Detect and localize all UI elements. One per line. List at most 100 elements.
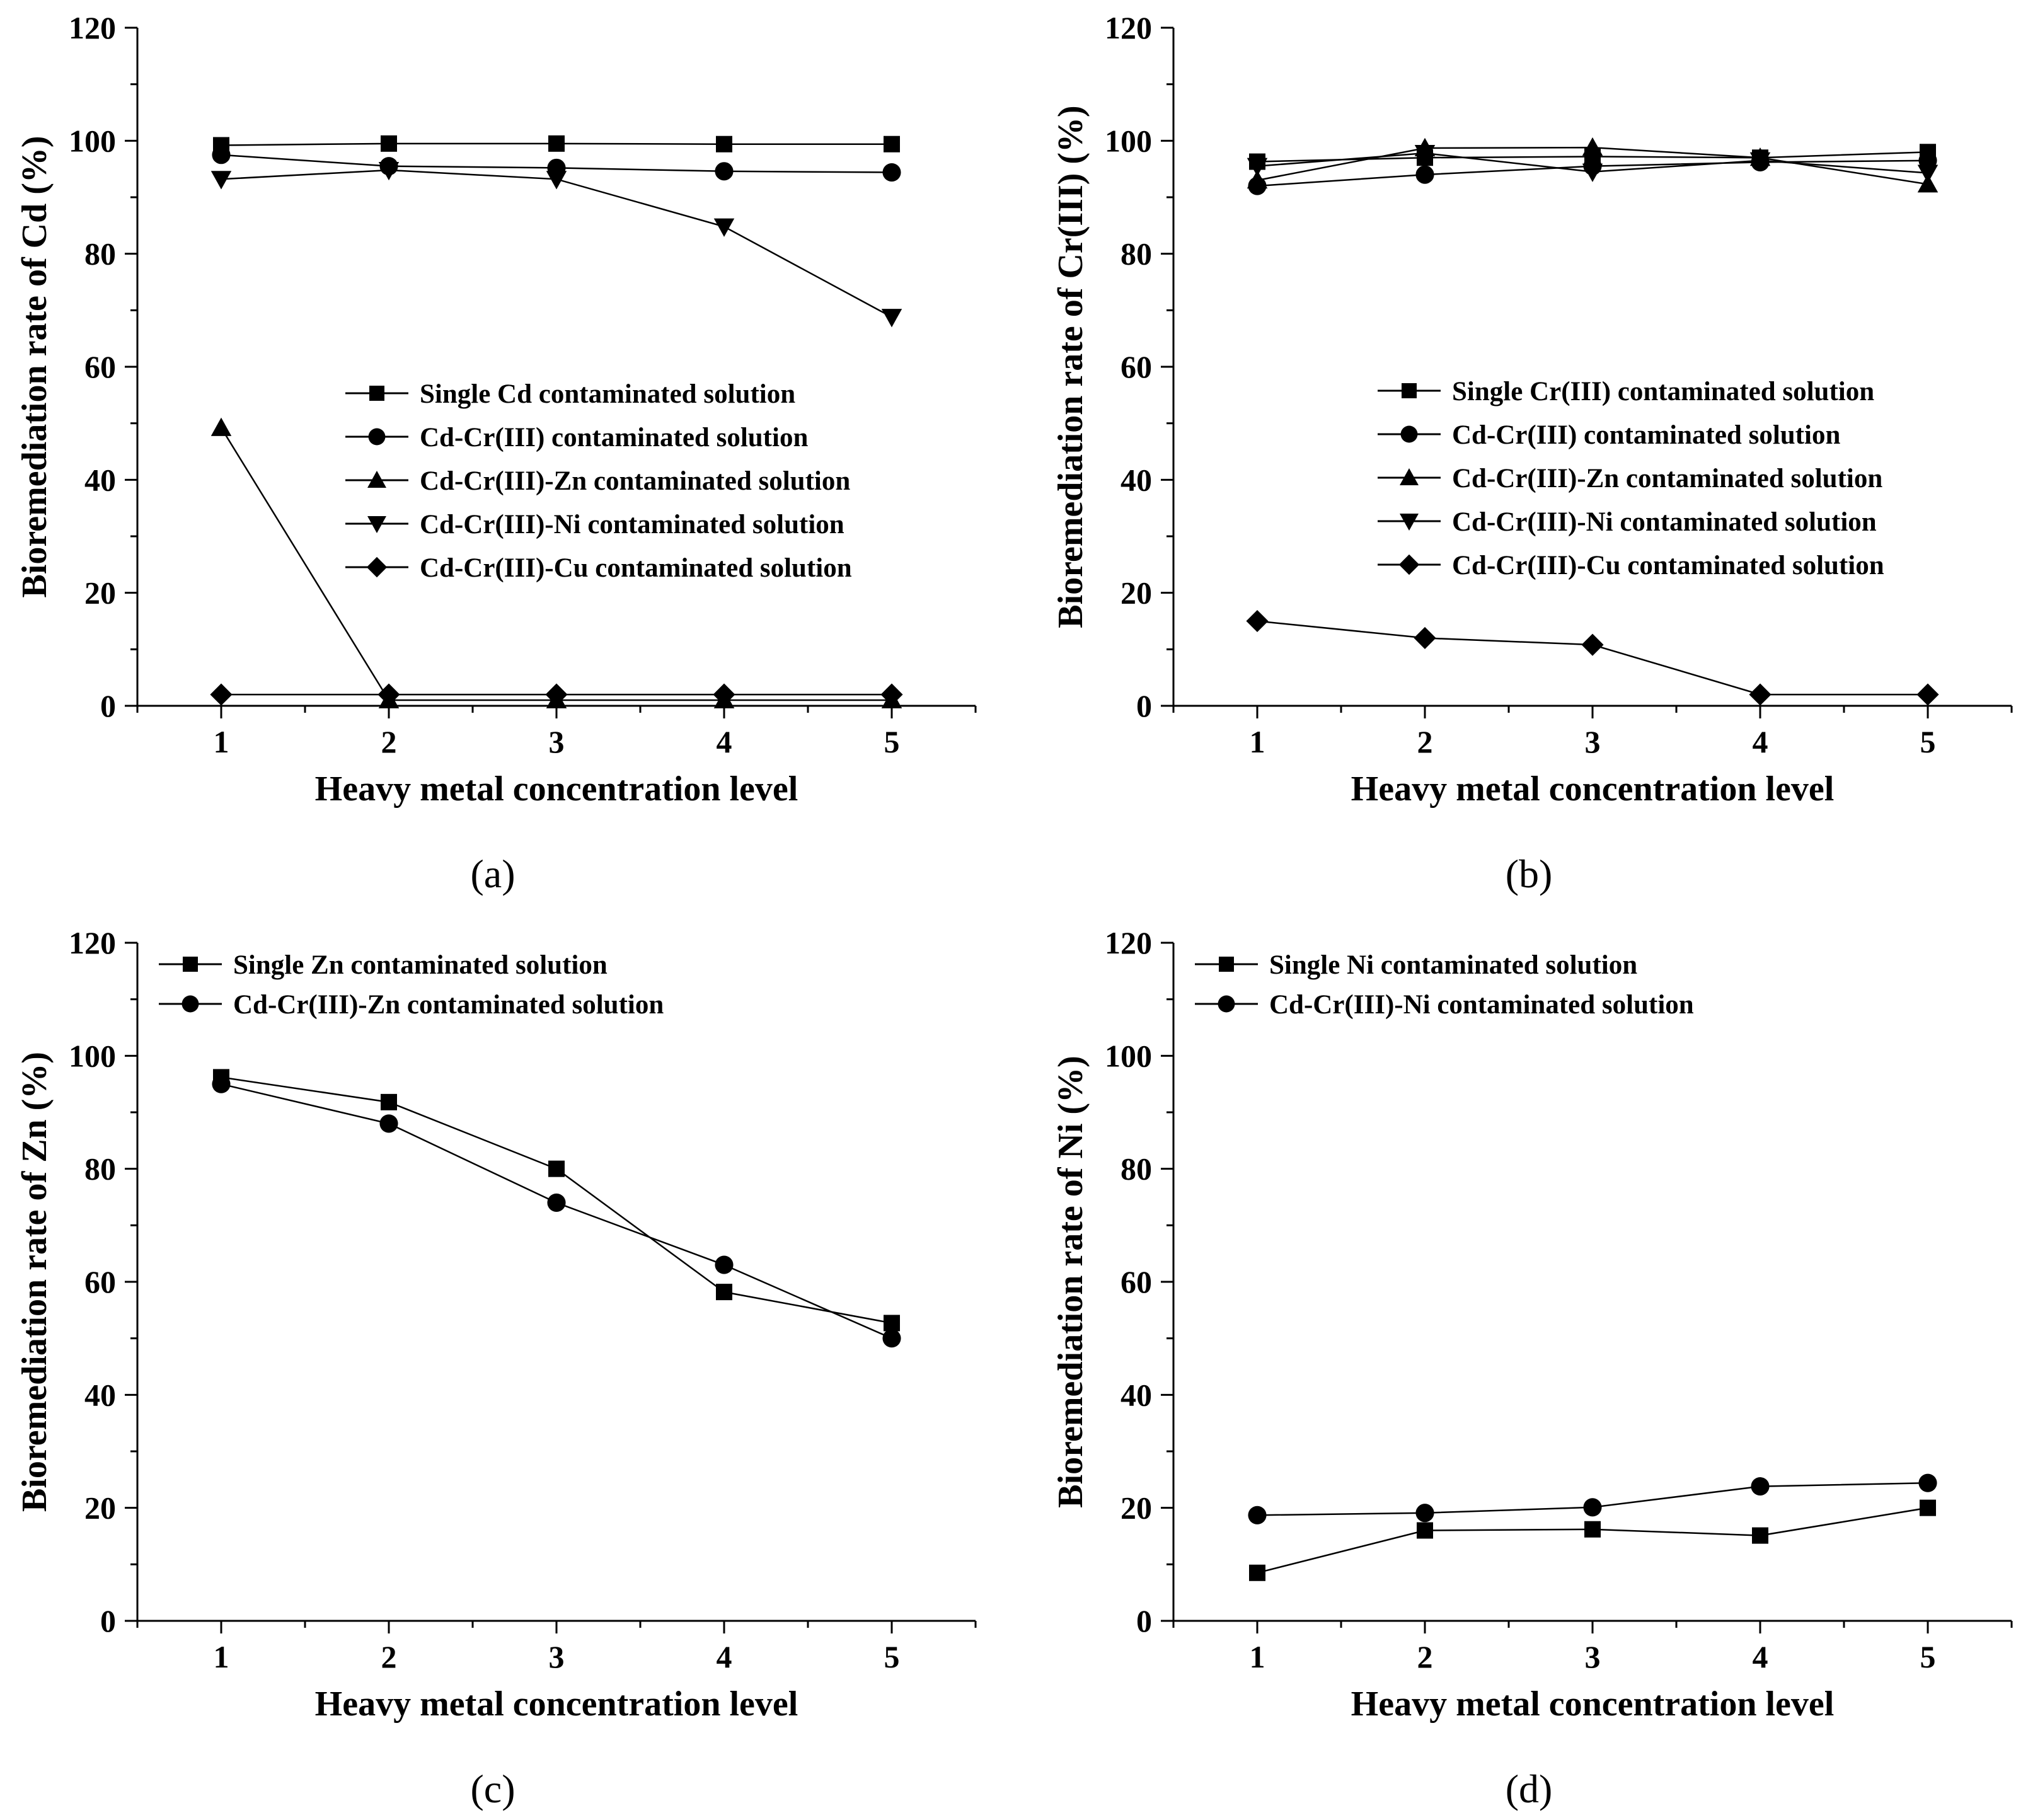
- data-point: [881, 309, 902, 328]
- data-point: [1417, 1522, 1433, 1539]
- x-tick-label: 5: [1920, 724, 1936, 759]
- y-tick-label: 60: [1121, 349, 1152, 384]
- legend-marker: [1398, 554, 1420, 575]
- y-tick-label: 40: [84, 1377, 116, 1412]
- y-axis-label: Bioremediation rate of Zn (%): [15, 1052, 54, 1512]
- legend-item: Cd-Cr(III)-Cu contaminated solution: [345, 553, 852, 583]
- data-point: [716, 135, 732, 153]
- panel-a: 0 20 40 60 80 100 120 1 2 3 4 5 Heavy metal concentr…: [15, 10, 977, 896]
- x-tick-label: 1: [214, 724, 229, 759]
- data-point: [545, 683, 568, 706]
- x-tick-label: 5: [884, 724, 900, 759]
- x-tick-label: 1: [1250, 724, 1265, 759]
- panel-b: 0 20 40 60 80 100 120 1 2 3 4 5 Heavy metal concentr…: [1051, 10, 2013, 896]
- data-point: [378, 161, 400, 181]
- legend-marker: [368, 428, 386, 446]
- y-tick-label: 40: [1121, 462, 1152, 497]
- data-point: [713, 683, 735, 706]
- data-point: [1918, 1473, 1937, 1492]
- legend-label: Cd-Cr(III)-Ni contaminated solution: [420, 510, 844, 539]
- x-tick-label: 2: [1417, 1639, 1433, 1674]
- legend-marker: [181, 995, 199, 1013]
- y-tick-label: 80: [84, 1151, 116, 1187]
- data-point: [210, 171, 232, 190]
- legend-marker: [1400, 425, 1418, 443]
- legend-item: Single Ni contaminated solution: [1195, 950, 1637, 980]
- legend-label: Cd-Cr(III) contaminated solution: [420, 423, 808, 452]
- legend: Single Ni contaminated solution Cd-Cr(III…: [1195, 950, 1694, 1020]
- data-point: [716, 1284, 732, 1301]
- y-axis-label: Bioremediation rate of Cd (%): [15, 135, 54, 597]
- data-point: [1247, 170, 1268, 189]
- x-tick-label: 2: [1417, 724, 1433, 759]
- y-tick-label: 120: [69, 925, 116, 960]
- data-point: [713, 218, 735, 237]
- y-tick-label: 20: [84, 575, 116, 611]
- y-tick-label: 120: [1105, 925, 1152, 960]
- series-2: [1248, 1473, 1937, 1524]
- legend-marker: [369, 386, 384, 401]
- legend-item: Cd-Cr(III)-Zn contaminated solution: [1378, 464, 1882, 493]
- data-point: [1414, 626, 1436, 649]
- legend-label: Single Cr(III) contaminated solution: [1452, 377, 1874, 406]
- y-tick-label: 60: [1121, 1264, 1152, 1299]
- legend-marker: [1400, 468, 1419, 485]
- x-axis-label: Heavy metal concentration level: [315, 769, 798, 809]
- legend-marker: [1400, 514, 1419, 531]
- series-5: [1246, 609, 1939, 706]
- data-point: [1246, 609, 1269, 633]
- data-point: [884, 135, 900, 153]
- y-tick-label: 0: [100, 688, 116, 723]
- data-point: [882, 1329, 901, 1348]
- series-line: [1257, 1507, 1928, 1574]
- legend-label: Cd-Cr(III)-Zn contaminated solution: [233, 990, 664, 1020]
- x-tick-label: 1: [1250, 1639, 1265, 1674]
- data-point: [1414, 145, 1436, 164]
- data-point: [715, 162, 734, 181]
- panel-caption: (b): [1506, 851, 1553, 896]
- legend-marker: [366, 556, 388, 578]
- y-tick-label: 80: [84, 236, 116, 272]
- legend-item: Cd-Cr(III)-Zn contaminated solution: [159, 990, 664, 1020]
- legend: Single Cd contaminated solution Cd-Cr(III…: [345, 379, 852, 583]
- x-tick-label: 4: [717, 724, 732, 759]
- data-point: [381, 135, 397, 152]
- y-tick-label: 100: [69, 1038, 116, 1073]
- legend-item: Cd-Cr(III)-Ni contaminated solution: [1378, 507, 1877, 537]
- y-tick-label: 0: [1136, 688, 1152, 723]
- y-tick-label: 120: [69, 10, 116, 45]
- y-tick-label: 40: [84, 462, 116, 497]
- x-tick-label: 5: [1920, 1639, 1936, 1674]
- y-tick-label: 60: [84, 1264, 116, 1299]
- series-1: [1249, 1499, 1936, 1581]
- x-tick-label: 3: [549, 724, 565, 759]
- y-tick-label: 100: [69, 123, 116, 158]
- legend: Single Cr(III) contaminated solution Cd-C…: [1378, 377, 1884, 580]
- data-point: [212, 1074, 231, 1093]
- legend-label: Cd-Cr(III)-Ni contaminated solution: [1269, 990, 1694, 1020]
- y-tick-label: 40: [1121, 1377, 1152, 1412]
- y-tick-label: 80: [1121, 236, 1152, 272]
- x-axis-label: Heavy metal concentration level: [1351, 1685, 1835, 1724]
- legend-label: Cd-Cr(III)-Cu contaminated solution: [1452, 551, 1884, 580]
- series-2: [212, 1074, 901, 1348]
- legend-item: Cd-Cr(III)-Cu contaminated solution: [1378, 551, 1884, 580]
- y-axis-label: Bioremediation rate of Cr(III) (%): [1051, 105, 1090, 628]
- panel-caption: (a): [470, 851, 515, 896]
- legend-marker: [1219, 957, 1234, 972]
- legend-item: Cd-Cr(III)-Zn contaminated solution: [345, 466, 850, 496]
- series-4: [210, 161, 902, 328]
- legend-item: Cd-Cr(III)-Ni contaminated solution: [1195, 990, 1694, 1020]
- x-tick-label: 4: [717, 1639, 732, 1674]
- legend-label: Single Zn contaminated solution: [233, 950, 608, 980]
- data-point: [210, 417, 232, 436]
- y-tick-label: 20: [1121, 1490, 1152, 1526]
- data-point: [880, 683, 903, 706]
- panel-c: 0 20 40 60 80 100 120 1 2 3 4 5 Heavy metal concentr…: [15, 925, 977, 1811]
- x-tick-label: 2: [381, 724, 397, 759]
- legend-label: Cd-Cr(III) contaminated solution: [1452, 420, 1840, 450]
- x-tick-label: 3: [1585, 1639, 1601, 1674]
- legend-item: Single Cr(III) contaminated solution: [1378, 377, 1874, 406]
- series-line: [1257, 620, 1928, 696]
